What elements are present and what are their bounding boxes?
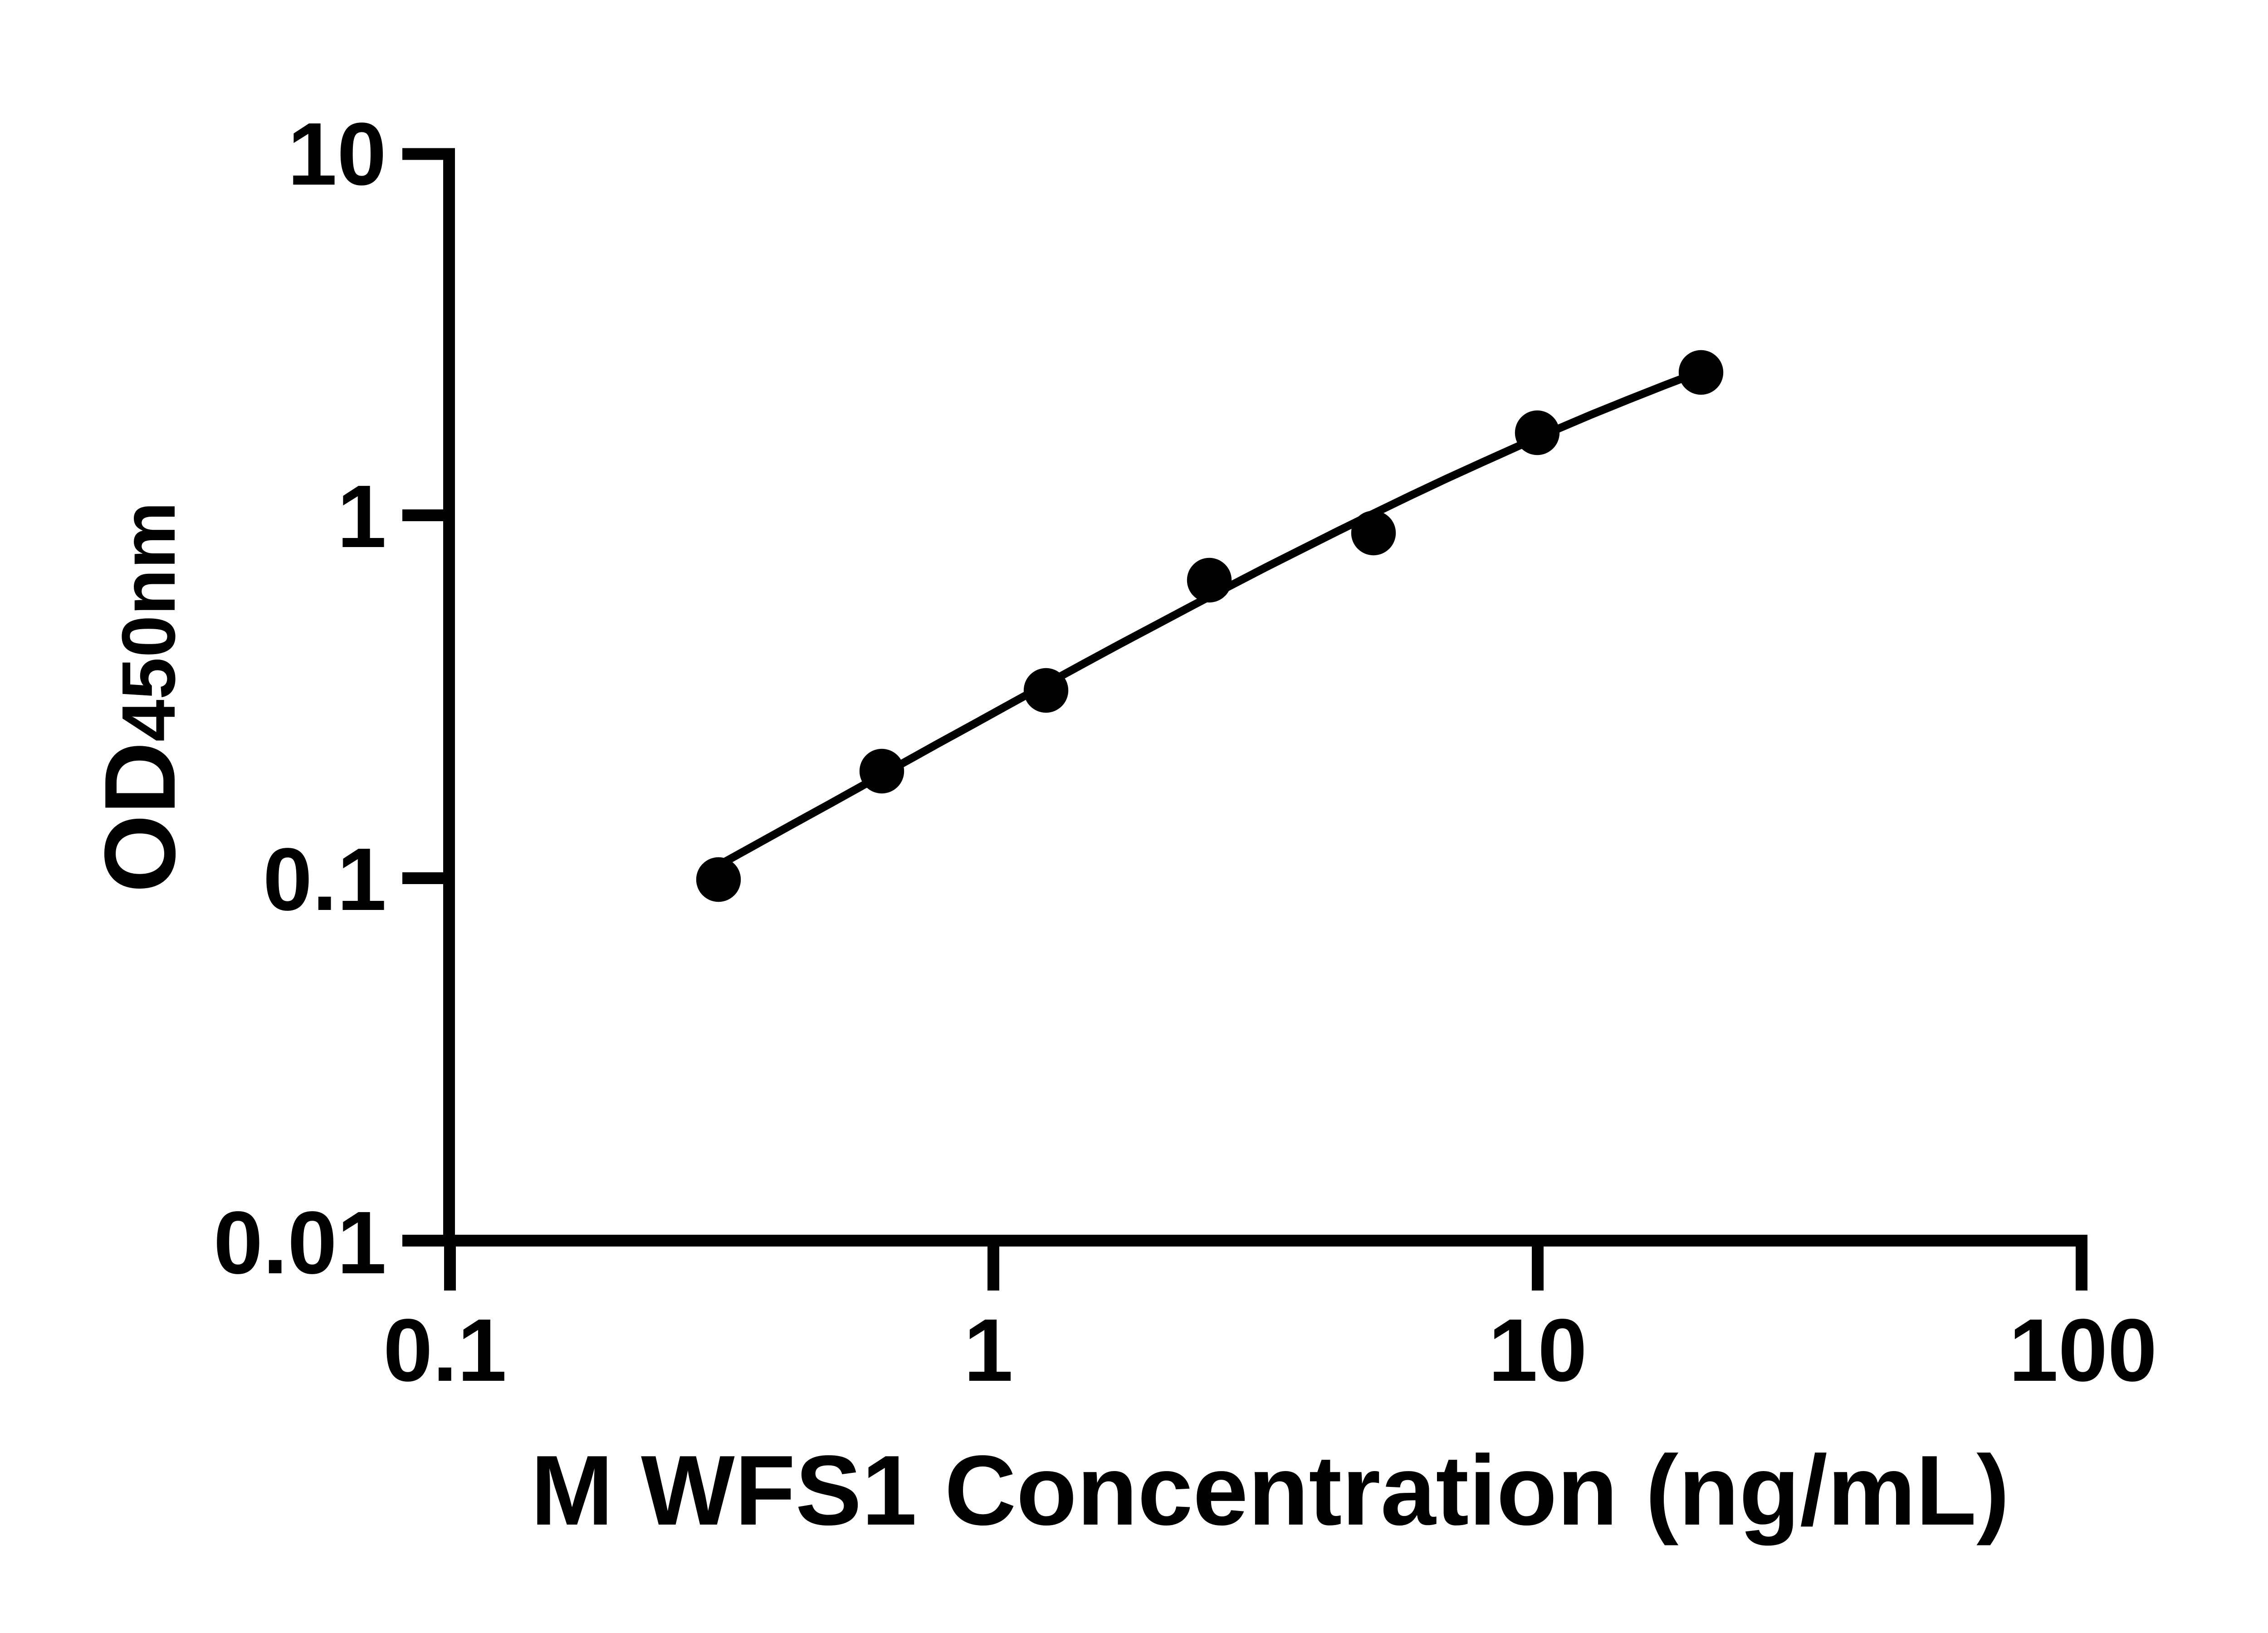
svg-text:0.1: 0.1 [383,1301,507,1400]
svg-text:0.1: 0.1 [263,830,386,929]
svg-text:OD450nm: OD450nm [84,502,196,893]
svg-text:1: 1 [963,1301,1013,1400]
svg-text:1: 1 [337,467,386,566]
svg-text:M WFS1 Concentration (ng/mL): M WFS1 Concentration (ng/mL) [531,1435,2009,1546]
svg-text:10: 10 [1488,1301,1587,1400]
svg-text:100: 100 [2009,1301,2157,1400]
svg-text:0.01: 0.01 [214,1193,386,1292]
svg-text:10: 10 [288,104,386,204]
